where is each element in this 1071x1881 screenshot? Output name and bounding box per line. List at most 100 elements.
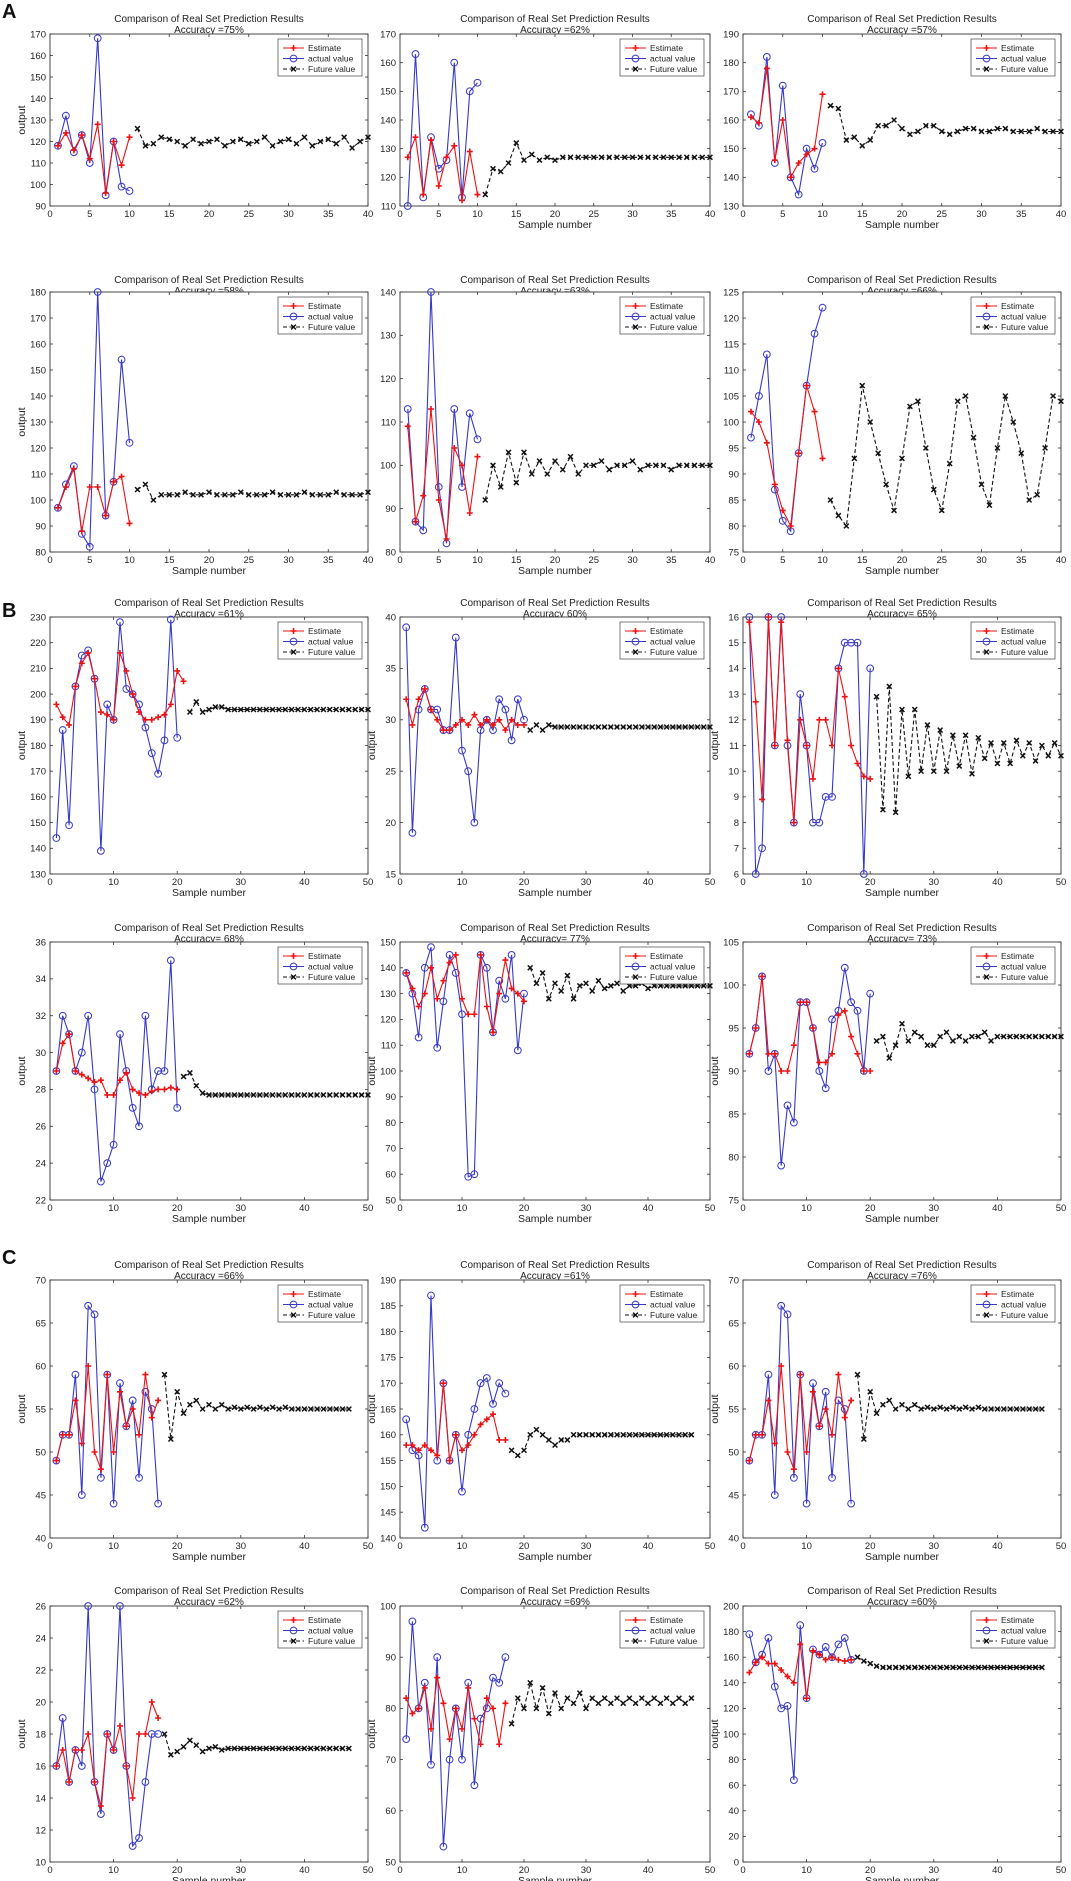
estimate-point: [155, 1086, 162, 1093]
y-axis-label: output: [366, 1394, 378, 1423]
x-tick-label: 10: [108, 1865, 119, 1876]
estimate-point: [816, 1423, 823, 1430]
future-point: [606, 466, 613, 473]
actual-point: [116, 1030, 124, 1039]
legend-label-estimate: Estimate: [1001, 301, 1034, 311]
actual-point: [420, 1523, 429, 1532]
estimate-point: [70, 465, 77, 472]
legend-label-estimate: Estimate: [308, 43, 341, 53]
future-point: [595, 1431, 602, 1438]
legend-marker-actual: [982, 312, 991, 321]
y-tick-label: 60: [728, 1361, 739, 1372]
future-point: [206, 489, 212, 496]
x-tick-label: 0: [740, 209, 745, 220]
legend-marker-estimate: [290, 45, 297, 51]
future-point: [1045, 752, 1052, 759]
actual-series-line: [57, 38, 130, 196]
future-point: [892, 1042, 899, 1049]
x-tick-label: 25: [243, 209, 254, 220]
y-tick-label: 100: [30, 180, 46, 191]
y-tick-label: 110: [381, 417, 396, 428]
future-point: [688, 1695, 695, 1702]
estimate-point: [123, 1763, 130, 1769]
y-axis-label: output: [16, 105, 28, 134]
future-point: [206, 1745, 212, 1752]
future-point: [907, 403, 913, 410]
plot-frame: [399, 941, 711, 1201]
future-point: [314, 1406, 321, 1412]
actual-point: [84, 1602, 93, 1610]
future-point: [911, 1029, 918, 1036]
legend-label-actual: actual value: [650, 1626, 696, 1636]
actual-point: [840, 1634, 849, 1642]
future-point: [978, 128, 985, 135]
legend-marker-actual: [982, 1626, 991, 1635]
estimate-point: [142, 1091, 149, 1098]
estimate-point: [91, 1779, 98, 1785]
future-point: [676, 462, 682, 469]
x-tick-label: 20: [519, 1541, 530, 1552]
future-point: [244, 706, 251, 713]
x-axis-label: Sample number: [865, 887, 940, 899]
future-point: [567, 154, 574, 161]
future-point: [589, 1695, 596, 1702]
legend-marker-future: [983, 1638, 990, 1644]
future-point: [981, 1664, 988, 1671]
actual-point: [770, 1491, 779, 1499]
future-point: [663, 1431, 670, 1438]
future-point: [1018, 450, 1025, 457]
actual-point: [117, 182, 126, 191]
future-point: [886, 1664, 893, 1671]
x-tick-label: 40: [643, 1865, 654, 1876]
actual-point: [173, 1103, 182, 1112]
chart-title: Comparison of Real Set Prediction Result…: [807, 598, 997, 609]
future-point: [956, 763, 963, 769]
future-point: [533, 980, 540, 987]
future-point: [930, 768, 937, 775]
future-point: [365, 1092, 371, 1098]
future-point: [521, 1447, 527, 1454]
future-point: [567, 453, 574, 460]
panel-label-c: C: [2, 1247, 16, 1269]
future-point: [150, 497, 157, 503]
chart-subtitle: Accuracy =63%: [520, 286, 590, 297]
estimate-point: [104, 1371, 111, 1378]
future-point: [669, 1431, 676, 1438]
actual-point: [109, 1499, 118, 1508]
future-point: [827, 497, 834, 503]
y-axis-label: output: [16, 407, 28, 436]
y-tick-label: 185: [380, 1301, 396, 1312]
y-tick-label: 65: [728, 1318, 739, 1329]
estimate-point: [174, 1086, 181, 1093]
future-point: [892, 809, 899, 816]
estimate-point: [85, 649, 92, 656]
y-tick-label: 180: [723, 58, 739, 69]
estimate-point: [829, 742, 836, 749]
y-tick-label: 105: [723, 937, 739, 948]
x-tick-label: 10: [124, 555, 135, 566]
actual-point: [777, 1161, 786, 1170]
estimate-point: [803, 382, 810, 389]
future-point: [237, 136, 244, 143]
future-point: [317, 138, 324, 145]
chart-title: Comparison of Real Set Prediction Result…: [807, 1260, 997, 1271]
future-point: [339, 706, 346, 713]
future-point: [307, 1406, 314, 1412]
future-point: [186, 709, 193, 716]
chart-a1: Comparison of Real Set Prediction Result…: [16, 14, 373, 220]
actual-point: [434, 483, 443, 491]
future-point: [1026, 739, 1033, 746]
future-point: [943, 1406, 950, 1412]
actual-point: [745, 1630, 754, 1639]
estimate-point: [420, 191, 427, 198]
future-point: [891, 117, 897, 123]
estimate-point: [428, 706, 434, 713]
future-point: [614, 462, 620, 469]
legend-label-future: Future value: [650, 1310, 698, 1320]
legend-label-estimate: Estimate: [308, 1615, 341, 1625]
future-point: [970, 125, 977, 132]
y-tick-label: 130: [380, 144, 396, 155]
future-point: [314, 706, 321, 713]
